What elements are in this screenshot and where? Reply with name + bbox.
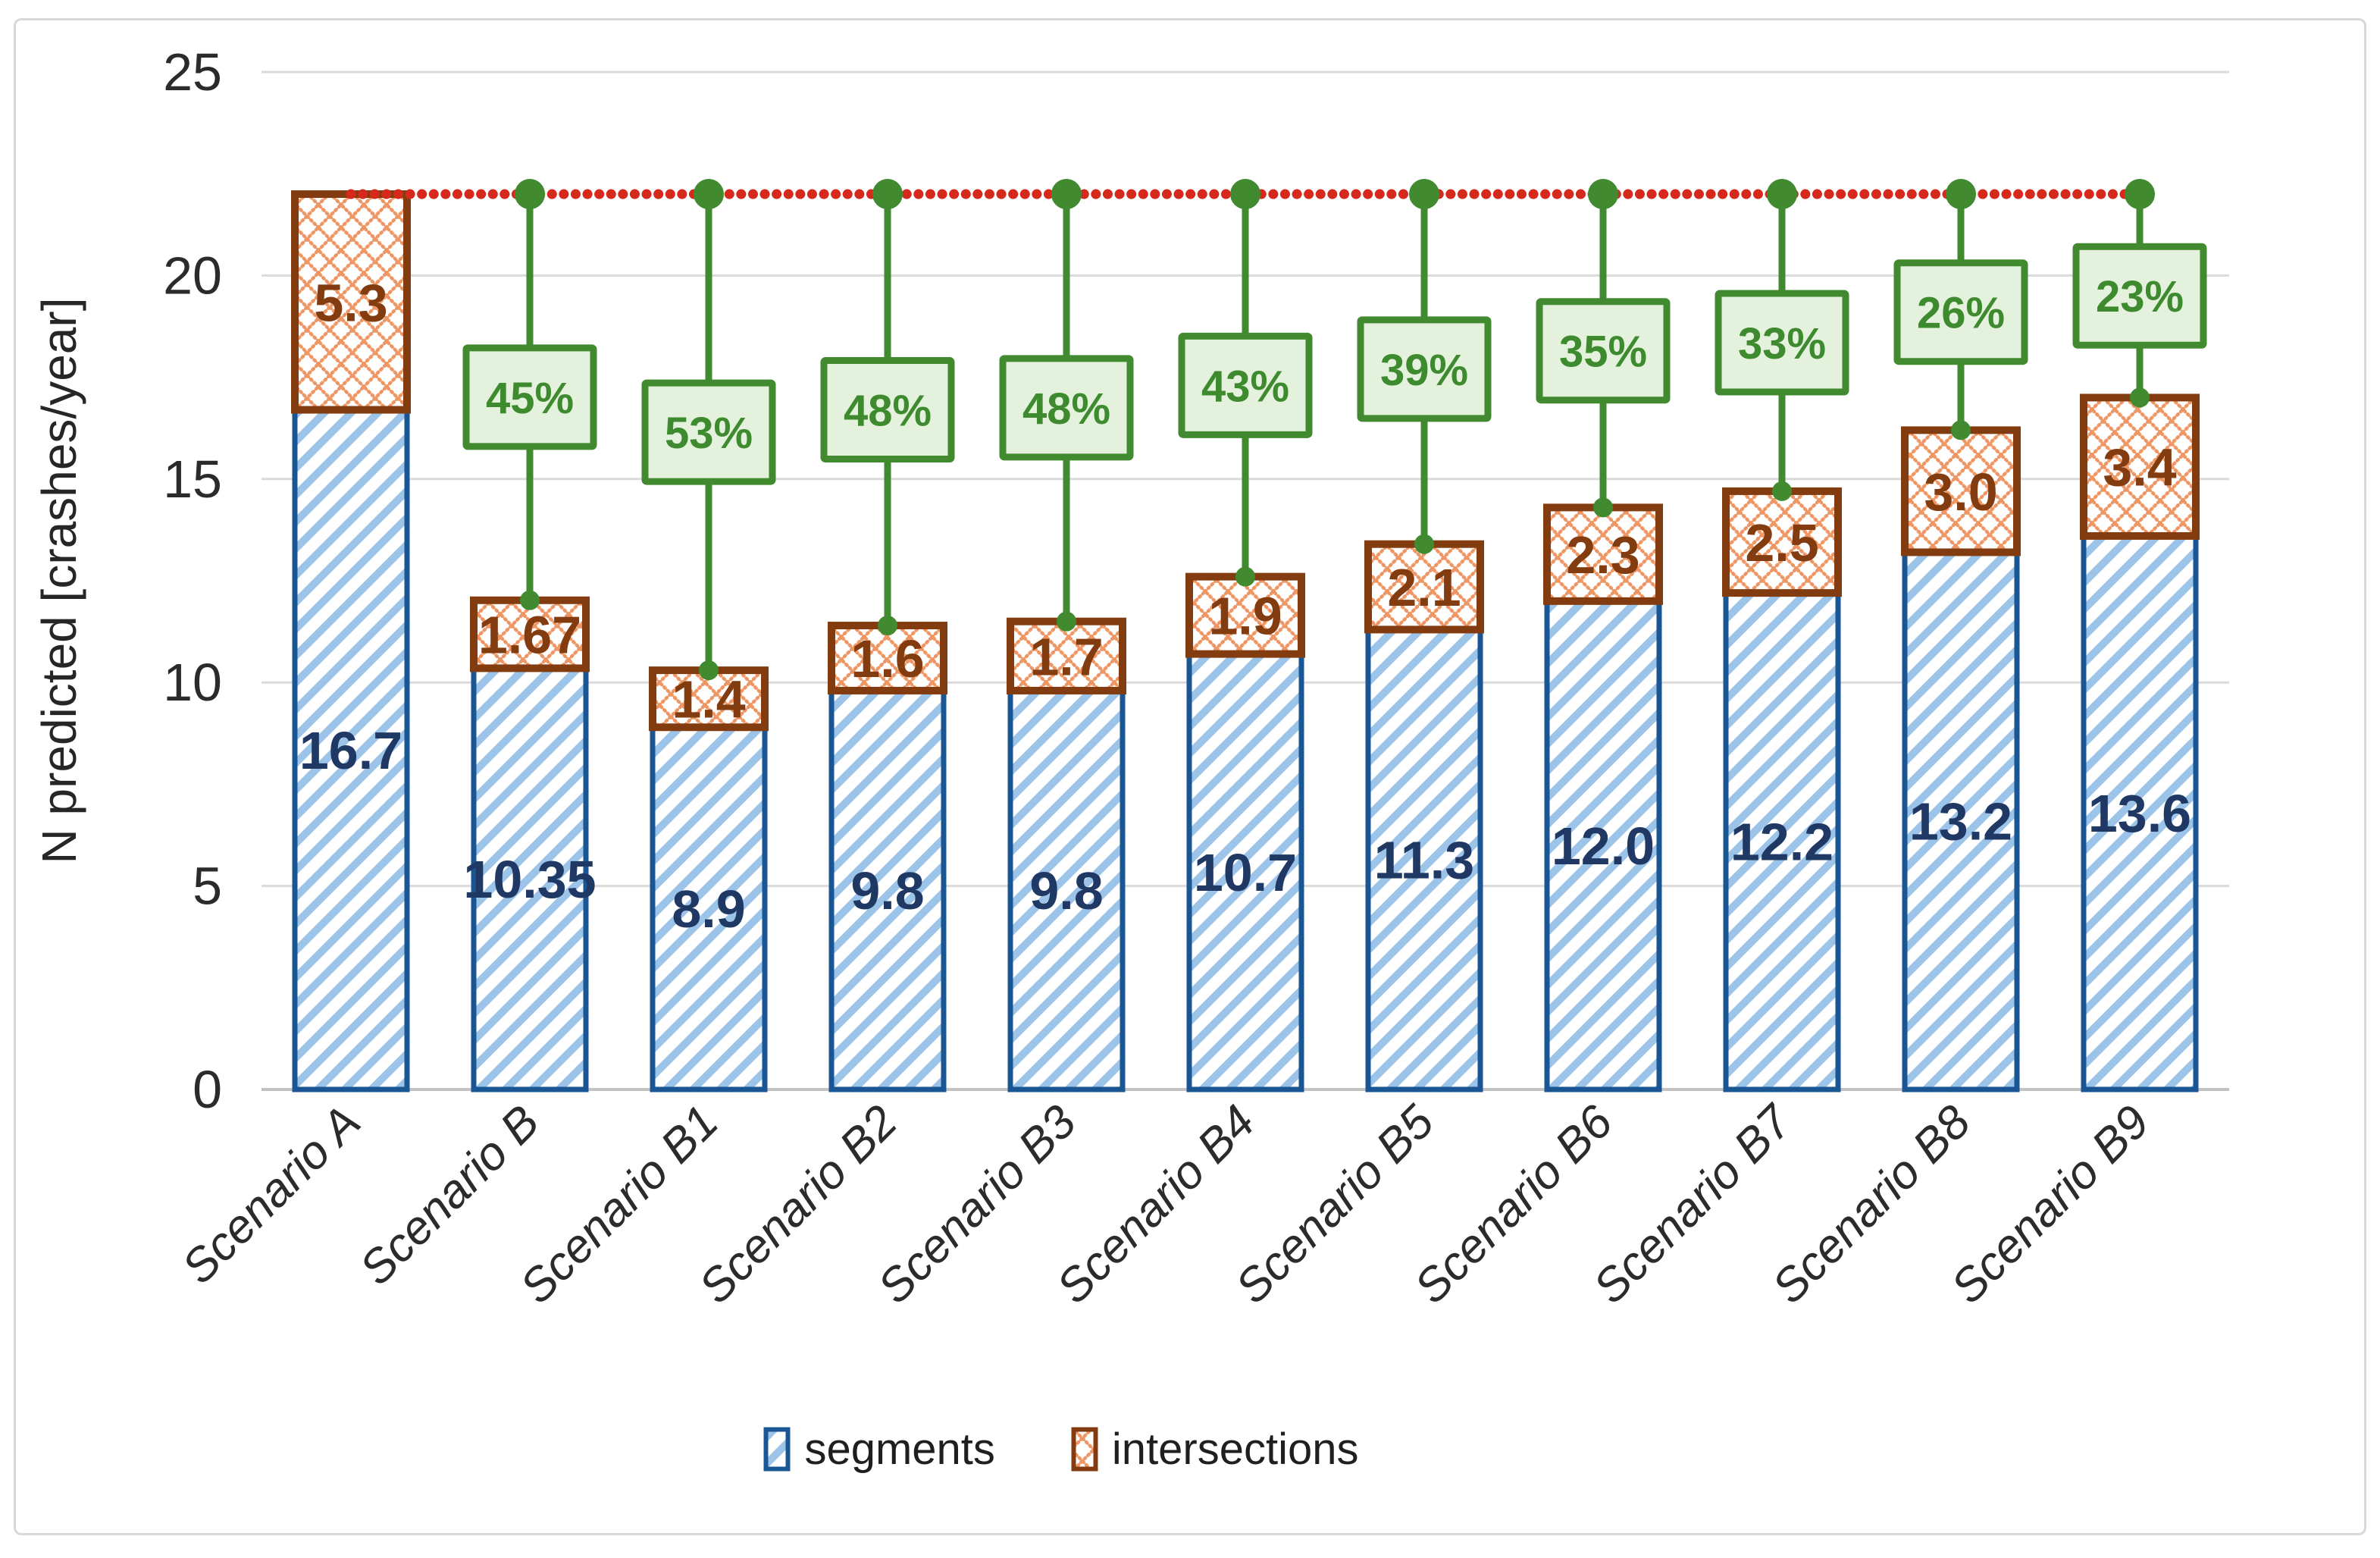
connector-dot-top-scenario-b [515, 179, 545, 210]
bar-scenario-a-segments [292, 407, 410, 1092]
connector-dot-bottom-scenario-b5 [1414, 534, 1434, 554]
legend-label-segments: segments [804, 1425, 995, 1474]
reduction-box-scenario-b2 [820, 357, 955, 463]
connector-dot-top-scenario-b6 [1588, 179, 1618, 210]
reduction-label-scenario-b6: 35% [1559, 328, 1647, 377]
label-scenario-b7-intersections: 2.5 [1745, 513, 1818, 572]
legend-item-segments: segments [763, 1424, 995, 1475]
reduction-box-scenario-b6 [1536, 298, 1671, 404]
reduction-label-scenario-b8: 26% [1917, 289, 2005, 338]
reduction-label-scenario-b9: 23% [2096, 272, 2184, 321]
bar-scenario-b1-segments [650, 724, 768, 1092]
reduction-connectors: 45% 53% 48% 48% 43% 39% 35% 33% 26% 23% [462, 179, 2207, 681]
y-tick-label-5: 5 [193, 857, 222, 916]
bar-scenario-b6-intersections [1543, 503, 1663, 605]
label-scenario-b9-intersections: 3.4 [2103, 438, 2176, 497]
label-scenario-b9-segments: 13.6 [2088, 784, 2191, 843]
label-scenario-b4-intersections: 1.9 [1208, 587, 1282, 646]
y-tick-label-0: 0 [193, 1060, 222, 1119]
label-scenario-b2-segments: 9.8 [850, 861, 924, 920]
reduction-label-scenario-b7: 33% [1738, 319, 1826, 368]
label-scenario-b6-segments: 12.0 [1552, 817, 1655, 876]
connector-dot-top-scenario-b8 [1946, 179, 1976, 210]
bar-scenario-b6-segments [1544, 598, 1662, 1092]
connector-dot-bottom-scenario-b3 [1057, 611, 1076, 632]
connector-dot-top-scenario-b2 [872, 179, 903, 210]
label-scenario-b7-segments: 12.2 [1730, 813, 1834, 872]
reduction-box-scenario-b5 [1357, 316, 1492, 422]
label-scenario-b3-intersections: 1.7 [1029, 627, 1103, 686]
reduction-label-scenario-b4: 43% [1201, 362, 1289, 411]
connector-dot-bottom-scenario-b9 [2130, 387, 2150, 408]
y-tick-label-20: 20 [163, 246, 222, 305]
bar-scenario-b2-segments [828, 688, 947, 1092]
bar-scenario-b3-segments [1007, 688, 1126, 1092]
label-scenario-b1-segments: 8.9 [672, 879, 745, 939]
legend-swatch-intersections-icon [1071, 1427, 1098, 1472]
connector-dot-top-scenario-b9 [2125, 179, 2155, 210]
reduction-box-scenario-b4 [1178, 332, 1313, 438]
reduction-label-scenario-b3: 48% [1022, 384, 1110, 434]
connector-dot-bottom-scenario-b1 [699, 660, 719, 681]
y-tick-label-25: 25 [163, 42, 222, 102]
x-tick-label-scenario-a: Scenario A [172, 1096, 371, 1294]
connector-dot-bottom-scenario-b [520, 590, 540, 610]
connector-dot-top-scenario-b7 [1767, 179, 1797, 210]
label-scenario-b3-segments: 9.8 [1029, 861, 1103, 920]
connector-dot-top-scenario-b1 [694, 179, 724, 210]
label-scenario-b-intersections: 1.67 [478, 606, 581, 665]
label-scenario-b4-segments: 10.7 [1194, 843, 1297, 902]
connector-dot-bottom-scenario-b6 [1593, 497, 1613, 518]
connector-dot-bottom-scenario-b2 [878, 616, 897, 636]
y-axis-tick-labels: 0 5 10 15 20 25 [163, 42, 222, 1119]
bar-scenario-b5-segments [1365, 626, 1483, 1092]
y-tick-label-10: 10 [163, 653, 222, 712]
connector-dot-bottom-scenario-b8 [1951, 420, 1971, 440]
label-scenario-a-segments: 16.7 [299, 721, 402, 780]
connector-dot-top-scenario-b4 [1230, 179, 1260, 210]
bar-scenario-b7-segments [1723, 590, 1841, 1092]
legend-item-intersections: intersections [1071, 1424, 1359, 1475]
label-scenario-b5-segments: 11.3 [1374, 831, 1474, 890]
label-scenario-b8-segments: 13.2 [1909, 792, 2012, 851]
bars: 16.75.310.351.678.91.49.81.69.81.710.71.… [291, 190, 2200, 1092]
bar-scenario-a-intersections [291, 190, 411, 414]
y-tick-label-15: 15 [163, 450, 222, 509]
reduction-box-scenario-b9 [2072, 243, 2207, 349]
legend-swatch-segments-icon [763, 1427, 791, 1472]
reduction-box-scenario-b1 [641, 379, 776, 485]
reduction-box-scenario-b7 [1715, 290, 1849, 396]
reduction-label-scenario-b2: 48% [844, 387, 932, 436]
label-scenario-b6-intersections: 2.3 [1566, 525, 1639, 585]
label-scenario-a-intersections: 5.3 [314, 273, 387, 332]
label-scenario-b5-intersections: 2.1 [1387, 558, 1461, 617]
label-scenario-b-segments: 10.35 [463, 850, 596, 909]
bar-scenario-b3-intersections [1007, 617, 1126, 694]
legend: segments intersections [0, 1424, 2251, 1475]
reduction-label-scenario-b: 45% [486, 374, 574, 423]
reduction-box-scenario-b3 [999, 355, 1134, 461]
reduction-box-scenario-b8 [1893, 259, 2028, 365]
reduction-label-scenario-b5: 39% [1380, 346, 1468, 395]
connector-dot-top-scenario-b3 [1051, 179, 1082, 210]
connector-dot-bottom-scenario-b4 [1235, 566, 1255, 587]
reduction-label-scenario-b1: 53% [665, 409, 753, 458]
connector-dot-top-scenario-b5 [1409, 179, 1439, 210]
bar-scenario-b4-segments [1186, 651, 1304, 1092]
label-scenario-b2-intersections: 1.6 [850, 629, 924, 688]
legend-label-intersections: intersections [1111, 1425, 1359, 1474]
y-axis-title: N predicted [crashes/year] [32, 298, 86, 864]
reduction-box-scenario-b [462, 344, 597, 450]
label-scenario-b8-intersections: 3.0 [1924, 462, 1997, 522]
connector-dot-bottom-scenario-b7 [1772, 481, 1792, 501]
x-tick-label-scenario-b: Scenario B [350, 1096, 550, 1295]
